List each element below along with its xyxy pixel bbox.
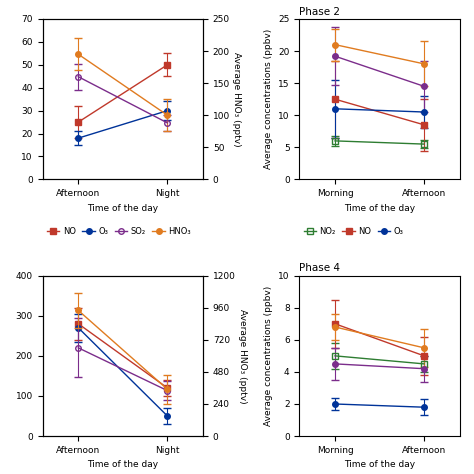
Text: Phase 2: Phase 2 [300,7,340,17]
Y-axis label: Average concentrations (ppbv): Average concentrations (ppbv) [264,29,273,169]
Y-axis label: Average HNO₃ (pptv): Average HNO₃ (pptv) [232,52,241,146]
Text: Phase 4: Phase 4 [300,264,340,273]
X-axis label: Time of the day: Time of the day [344,460,415,469]
X-axis label: Time of the day: Time of the day [87,204,158,213]
Legend: NO₂, NO, O₃: NO₂, NO, O₃ [303,227,403,236]
Legend: NO, O₃, SO₂, HNO₃: NO, O₃, SO₂, HNO₃ [47,227,191,236]
X-axis label: Time of the day: Time of the day [344,204,415,213]
Y-axis label: Average HNO₃ (pptv): Average HNO₃ (pptv) [238,309,247,403]
X-axis label: Time of the day: Time of the day [87,460,158,469]
Y-axis label: Average concentrations (ppbv): Average concentrations (ppbv) [264,286,273,426]
